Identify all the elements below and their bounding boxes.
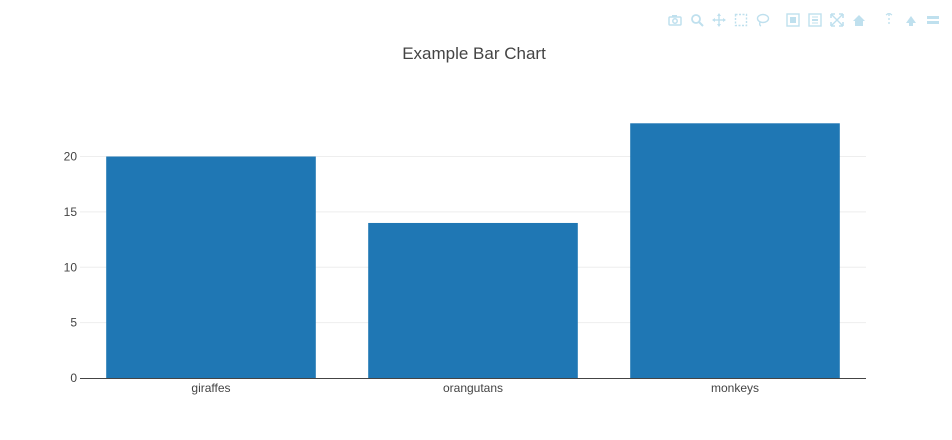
bar-giraffes[interactable] <box>106 156 316 378</box>
modebar <box>664 10 944 30</box>
autoscale-icon <box>830 13 844 27</box>
reset-axes-button[interactable] <box>848 10 870 30</box>
zoom-in-button[interactable] <box>782 10 804 30</box>
zoom-out-icon <box>808 13 822 27</box>
zoom-icon <box>691 14 704 27</box>
hover-compare-button[interactable] <box>922 10 944 30</box>
pan-icon <box>712 13 726 27</box>
zoom-in-icon <box>786 13 800 27</box>
modebar-group <box>878 10 944 30</box>
spike-lines-icon <box>885 13 893 26</box>
reset-axes-icon <box>853 15 865 26</box>
chart-title: Example Bar Chart <box>402 44 546 63</box>
x-tick-label: orangutans <box>443 381 503 395</box>
zoom-out-button[interactable] <box>804 10 826 30</box>
x-tick-label: monkeys <box>711 381 759 395</box>
lasso-select-button[interactable] <box>752 10 774 30</box>
box-select-button[interactable] <box>730 10 752 30</box>
y-tick-label: 5 <box>70 316 77 330</box>
hover-closest-icon <box>906 16 916 26</box>
zoom-button[interactable] <box>686 10 708 30</box>
y-tick-label: 20 <box>64 150 78 164</box>
hover-closest-button[interactable] <box>900 10 922 30</box>
autoscale-button[interactable] <box>826 10 848 30</box>
bars <box>106 123 840 379</box>
x-tick-label: giraffes <box>191 381 230 395</box>
camera-button[interactable] <box>664 10 686 30</box>
hover-compare-icon <box>927 16 939 24</box>
bar-monkeys[interactable] <box>630 123 840 379</box>
y-tick-label: 15 <box>64 205 78 219</box>
box-select-icon <box>734 13 748 27</box>
bar-orangutans[interactable] <box>368 222 578 378</box>
camera-icon <box>668 15 682 26</box>
lasso-select-icon <box>756 13 770 27</box>
pan-button[interactable] <box>708 10 730 30</box>
y-tick-label: 10 <box>64 260 78 274</box>
modebar-group <box>782 10 870 30</box>
modebar-group <box>664 10 774 30</box>
axes: 0 5 10 15 20 giraffes orangutans monkeys <box>64 150 866 395</box>
y-tick-label: 0 <box>70 371 77 385</box>
spike-lines-button[interactable] <box>878 10 900 30</box>
